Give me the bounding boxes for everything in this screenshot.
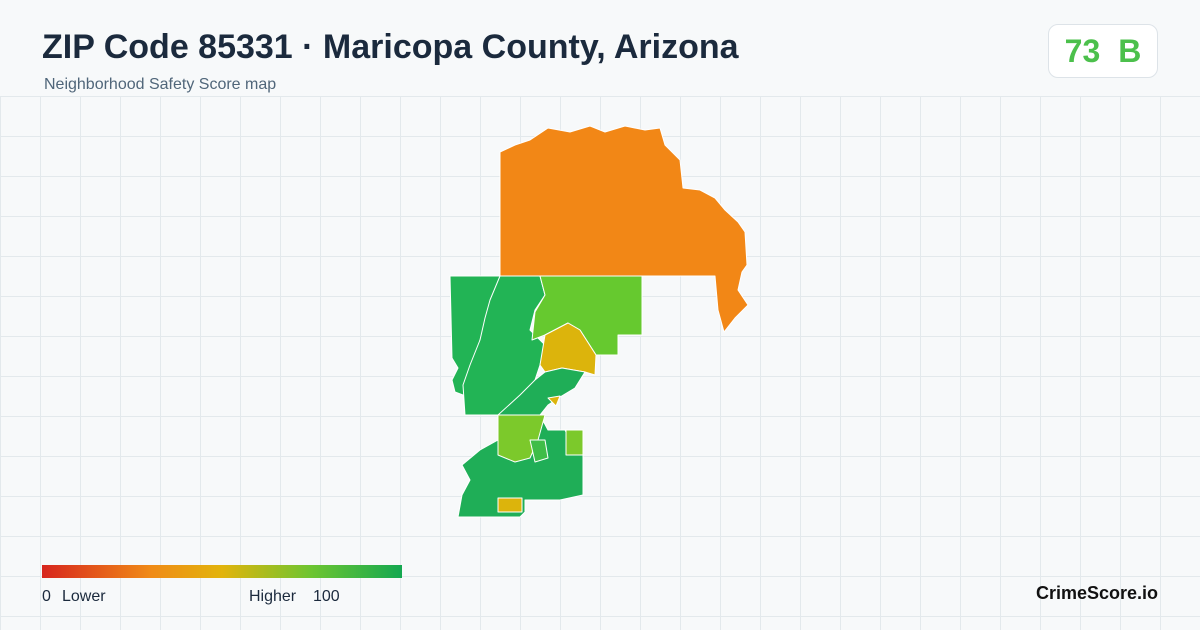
brand: CrimeScore.io — [1035, 583, 1158, 603]
legend-max: 100 — [313, 588, 340, 605]
region — [457, 414, 584, 518]
title: ZIP Code 85331 · Maricopa County, Arizon… — [42, 28, 739, 66]
legend-gradient — [42, 565, 402, 578]
region — [565, 429, 584, 456]
region — [497, 367, 586, 416]
subtitle: Neighborhood Safety Score map — [44, 76, 277, 93]
region — [529, 439, 549, 463]
legend-max-label: Higher — [249, 588, 297, 605]
region — [497, 497, 523, 513]
legend-min: 0 — [42, 588, 51, 605]
region — [547, 395, 561, 407]
legend-min-label: Lower — [62, 588, 106, 605]
region — [499, 125, 749, 333]
score-value: 73 — [1064, 32, 1101, 69]
score-grade: B — [1118, 32, 1142, 69]
score-badge: 73 B — [1048, 24, 1158, 78]
